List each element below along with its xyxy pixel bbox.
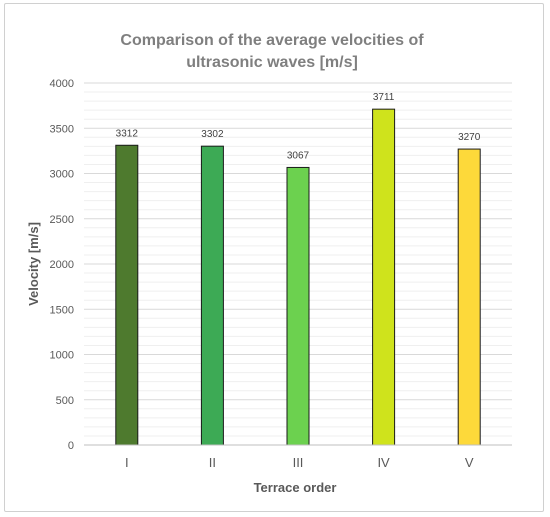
y-tick-label: 1000: [50, 350, 74, 362]
data-label: 3711: [373, 92, 395, 103]
data-label: 3270: [458, 132, 481, 143]
y-tick-label: 0: [68, 440, 74, 452]
data-labels: 3312 3302 3067 3711 3270: [116, 92, 481, 161]
y-tick-label: 1500: [50, 304, 74, 316]
y-axis-ticks: 0 500 1000 1500 2000 2500 3000 3500 4000: [50, 78, 74, 452]
data-label: 3067: [287, 150, 310, 161]
x-axis-ticks: I II III IV V: [125, 455, 474, 470]
bars: [115, 108, 481, 446]
bar-II: [200, 145, 224, 446]
y-axis-title: Velocity [m/s]: [26, 222, 41, 306]
chart-title-line-2: ultrasonic waves [m/s]: [186, 54, 358, 71]
y-tick-label: 500: [56, 395, 74, 407]
x-tick-label: V: [465, 455, 474, 470]
y-tick-label: 4000: [50, 78, 74, 90]
y-tick-label: 2000: [50, 259, 74, 271]
bar-III: [286, 166, 310, 446]
x-tick-label: I: [125, 455, 129, 470]
chart-title-line-1: Comparison of the average velocities of: [120, 32, 424, 49]
y-tick-label: 3500: [50, 123, 74, 135]
x-tick-label: II: [209, 455, 216, 470]
data-label: 3302: [201, 129, 224, 140]
x-tick-label: III: [293, 455, 304, 470]
y-tick-label: 3000: [50, 169, 74, 181]
x-axis-title: Terrace order: [254, 480, 337, 495]
bar-IV: [372, 108, 396, 446]
bar-V: [457, 148, 481, 446]
bar-I: [115, 144, 139, 446]
data-label: 3312: [116, 128, 139, 139]
y-tick-label: 2500: [50, 214, 74, 226]
x-tick-label: IV: [377, 455, 390, 470]
